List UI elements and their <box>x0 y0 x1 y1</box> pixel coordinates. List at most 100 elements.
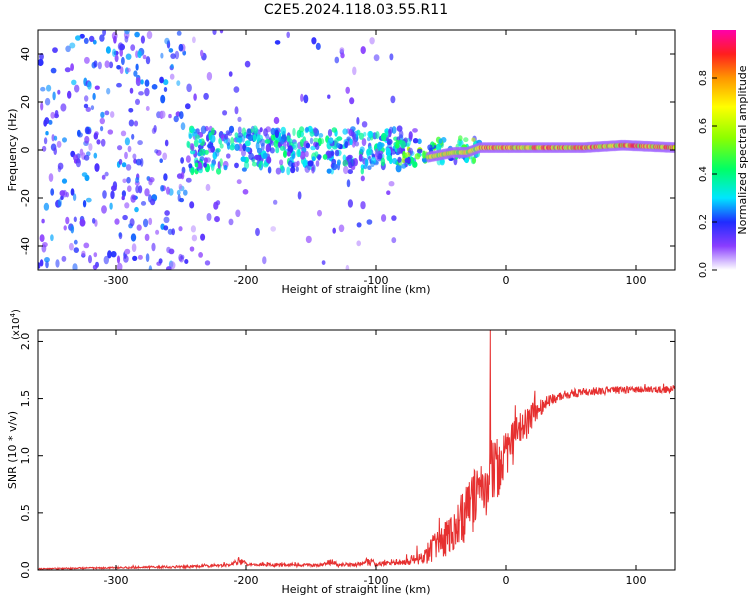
spectrogram-xtick-label: -100 <box>364 274 389 287</box>
spectrogram-point <box>189 246 195 252</box>
spectrogram-point <box>427 144 433 151</box>
spectrogram-point <box>412 138 419 144</box>
spectrogram-point <box>179 111 184 120</box>
spectrogram-point <box>178 183 183 190</box>
spectrogram-point <box>177 194 181 202</box>
spectrogram-point <box>395 164 402 173</box>
spectrogram-point <box>347 199 353 208</box>
spectrogram-point <box>270 127 276 135</box>
spectrogram-point <box>342 154 347 162</box>
spectrogram-point <box>256 133 261 143</box>
spectrogram-point <box>252 125 258 134</box>
spectrogram-point <box>389 53 394 61</box>
spectrogram-xtick-label: 0 <box>503 274 510 287</box>
spectrogram-point <box>70 225 75 234</box>
spectrogram-point <box>82 200 87 208</box>
spectrogram-point <box>176 189 181 196</box>
spectrogram-point <box>241 127 247 136</box>
spectrogram-point <box>347 169 353 175</box>
spectrogram-point <box>412 128 418 133</box>
spectrogram-point <box>127 145 132 153</box>
spectrogram-point <box>92 39 97 45</box>
spectrogram-point <box>262 162 269 168</box>
spectrogram-point <box>148 177 155 183</box>
spectrogram-point <box>122 214 128 221</box>
spectrogram-point <box>145 106 150 111</box>
spectrogram-point <box>160 185 165 192</box>
spectrogram-point <box>124 35 129 43</box>
spectrogram-point <box>124 248 131 255</box>
spectrogram-point <box>164 37 170 45</box>
spectrogram-point <box>73 216 77 223</box>
spectrogram-point <box>313 127 318 134</box>
spectrogram-point <box>92 92 96 101</box>
spectrogram-point <box>75 35 81 41</box>
spectrogram-point <box>99 34 105 42</box>
spectrogram-point <box>90 105 95 111</box>
spectrogram-point <box>244 140 251 147</box>
spectrogram-xtick-label: -300 <box>104 274 129 287</box>
spectrogram-point <box>180 254 185 260</box>
spectrogram-point <box>144 87 150 97</box>
spectrogram-point <box>219 30 224 34</box>
spectrogram-point <box>183 189 188 196</box>
spectrogram-point <box>116 82 122 88</box>
spectrogram-point <box>402 150 406 159</box>
spectrogram-point <box>163 216 170 223</box>
spectrogram-point <box>118 158 123 165</box>
spectrogram-point <box>131 243 137 253</box>
spectrogram-point <box>163 87 168 92</box>
colorbar-tick-label: 0.8 <box>698 70 709 86</box>
spectrogram-point <box>39 259 44 267</box>
spectrogram-point <box>168 113 172 119</box>
spectrogram-point <box>88 255 92 264</box>
spectrogram-point <box>366 148 372 156</box>
spectrogram-point <box>77 132 83 138</box>
spectrogram-point <box>223 165 228 171</box>
spectrogram-point <box>154 149 159 154</box>
spectrogram-point <box>317 155 321 161</box>
spectrogram-point <box>392 157 398 165</box>
spectrogram-point <box>93 132 99 140</box>
spectrogram-point <box>414 153 421 160</box>
spectrogram-point <box>130 194 136 203</box>
spectrogram-point <box>81 250 86 257</box>
spectrogram-point <box>219 143 224 149</box>
spectrogram-point <box>146 30 153 40</box>
spectrogram-point <box>69 42 76 49</box>
spectrogram-point <box>129 87 134 94</box>
spectrogram-point <box>270 226 277 232</box>
spectrogram-point <box>50 188 55 196</box>
spectrogram-point <box>124 137 130 146</box>
spectrogram-point <box>364 158 369 167</box>
spectrogram-point <box>292 127 296 137</box>
spectrogram-point <box>189 143 194 150</box>
spectrogram-point <box>72 193 77 201</box>
spectrogram-point <box>163 79 169 86</box>
spectrogram-point <box>48 119 53 125</box>
spectrogram-point <box>237 132 244 138</box>
spectrogram-point <box>130 233 137 242</box>
spectrogram-point <box>385 147 391 156</box>
spectrogram-point <box>44 257 50 263</box>
spectrogram-point <box>391 215 397 221</box>
spectrogram-y-axis-label: Frequency (Hz) <box>6 109 19 192</box>
spectrogram-point <box>79 33 85 39</box>
spectrogram-point <box>79 219 86 227</box>
spectrogram-point <box>53 147 57 155</box>
spectrogram-point <box>200 125 207 134</box>
spectrogram-point <box>122 178 127 184</box>
spectrogram-point <box>242 189 249 195</box>
spectrogram-point <box>360 175 365 182</box>
snr-panel: -300 -200 -100 0 100 0.0 0.5 1.0 1.5 2.0 Height o… <box>6 309 676 596</box>
spectrogram-point <box>94 85 100 90</box>
spectrogram-point <box>73 247 80 254</box>
spectrogram-point <box>313 137 319 143</box>
spectrogram-point <box>116 255 121 264</box>
spectrogram-point <box>59 190 66 197</box>
spectrogram-point <box>275 146 280 154</box>
spectrogram-point <box>92 264 98 270</box>
spectrogram-point <box>143 218 149 228</box>
spectrogram-point <box>349 97 355 105</box>
spectrogram-point <box>214 216 220 223</box>
